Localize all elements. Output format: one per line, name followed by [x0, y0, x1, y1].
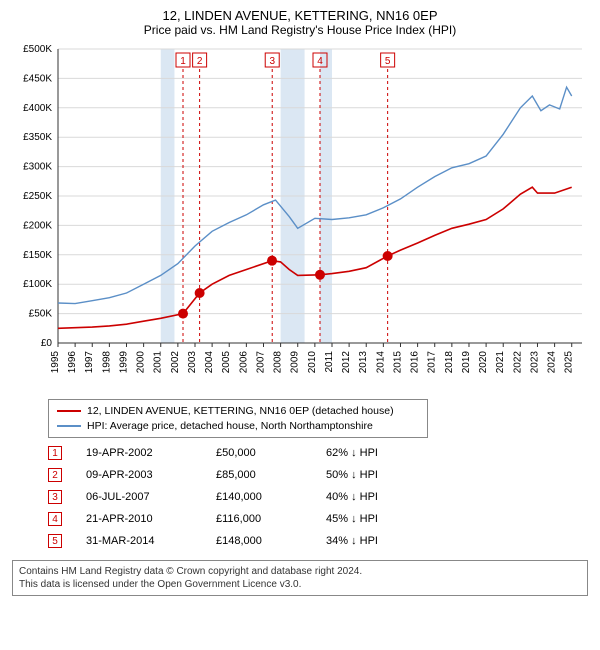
legend-label: 12, LINDEN AVENUE, KETTERING, NN16 0EP (…	[87, 404, 394, 419]
svg-text:2023: 2023	[529, 351, 540, 374]
svg-text:2022: 2022	[512, 351, 523, 374]
svg-text:1995: 1995	[50, 351, 61, 374]
svg-text:£300K: £300K	[23, 162, 52, 173]
event-delta: 45% ↓ HPI	[326, 513, 436, 525]
svg-text:1998: 1998	[101, 351, 112, 374]
svg-text:2013: 2013	[358, 351, 369, 374]
event-delta: 62% ↓ HPI	[326, 447, 436, 459]
svg-text:5: 5	[385, 56, 391, 67]
event-marker: 5	[48, 534, 62, 548]
svg-text:2015: 2015	[392, 351, 403, 374]
svg-text:£400K: £400K	[23, 103, 52, 114]
svg-text:2008: 2008	[273, 351, 284, 374]
svg-text:2000: 2000	[136, 351, 147, 374]
footer-attribution: Contains HM Land Registry data © Crown c…	[12, 560, 588, 596]
legend-label: HPI: Average price, detached house, Nort…	[87, 419, 373, 434]
svg-text:2002: 2002	[170, 351, 181, 374]
events-table: 1 19-APR-2002£50,00062% ↓ HPI 2 09-APR-2003…	[48, 442, 588, 552]
event-marker: 2	[48, 468, 62, 482]
svg-text:£150K: £150K	[23, 250, 52, 261]
svg-text:2012: 2012	[341, 351, 352, 374]
svg-text:£450K: £450K	[23, 73, 52, 84]
svg-text:£250K: £250K	[23, 191, 52, 202]
chart-subtitle: Price paid vs. HM Land Registry's House …	[12, 23, 588, 37]
event-marker: 1	[48, 446, 62, 460]
event-row: 3 06-JUL-2007£140,00040% ↓ HPI	[48, 486, 588, 508]
legend-item: HPI: Average price, detached house, Nort…	[57, 419, 419, 434]
svg-text:4: 4	[317, 56, 323, 67]
event-date: 31-MAR-2014	[86, 535, 216, 547]
event-marker: 4	[48, 512, 62, 526]
event-row: 2 09-APR-2003£85,00050% ↓ HPI	[48, 464, 588, 486]
event-row: 4 21-APR-2010£116,00045% ↓ HPI	[48, 508, 588, 530]
svg-text:2018: 2018	[444, 351, 455, 374]
svg-text:2004: 2004	[204, 351, 215, 374]
svg-text:2006: 2006	[238, 351, 249, 374]
svg-text:1996: 1996	[67, 351, 78, 374]
svg-text:2003: 2003	[187, 351, 198, 374]
svg-text:2016: 2016	[410, 351, 421, 374]
svg-text:2: 2	[197, 56, 203, 67]
event-price: £140,000	[216, 491, 326, 503]
event-date: 19-APR-2002	[86, 447, 216, 459]
svg-text:2007: 2007	[255, 351, 266, 374]
event-date: 21-APR-2010	[86, 513, 216, 525]
chart-title: 12, LINDEN AVENUE, KETTERING, NN16 0EP	[12, 8, 588, 23]
event-price: £116,000	[216, 513, 326, 525]
svg-text:£500K: £500K	[23, 44, 52, 55]
svg-text:2019: 2019	[461, 351, 472, 374]
legend-item: 12, LINDEN AVENUE, KETTERING, NN16 0EP (…	[57, 404, 419, 419]
svg-text:2001: 2001	[153, 351, 164, 374]
event-price: £148,000	[216, 535, 326, 547]
svg-text:2021: 2021	[495, 351, 506, 374]
chart-svg: £0 £50K £100K £150K £200K £250K £300K £350K £400…	[12, 43, 588, 393]
event-delta: 50% ↓ HPI	[326, 469, 436, 481]
svg-text:2009: 2009	[290, 351, 301, 374]
svg-text:2014: 2014	[375, 351, 386, 374]
svg-text:1: 1	[180, 56, 186, 67]
svg-text:2005: 2005	[221, 351, 232, 374]
event-date: 06-JUL-2007	[86, 491, 216, 503]
svg-text:£200K: £200K	[23, 220, 52, 231]
legend-swatch	[57, 410, 81, 412]
svg-text:£100K: £100K	[23, 279, 52, 290]
svg-text:2011: 2011	[324, 351, 335, 373]
svg-text:1999: 1999	[118, 351, 129, 374]
svg-text:3: 3	[269, 56, 275, 67]
svg-text:2025: 2025	[564, 351, 575, 374]
svg-text:2017: 2017	[427, 351, 438, 374]
footer-line-2: This data is licensed under the Open Gov…	[19, 578, 581, 591]
event-date: 09-APR-2003	[86, 469, 216, 481]
svg-text:£50K: £50K	[29, 309, 53, 320]
legend-swatch	[57, 425, 81, 427]
event-delta: 40% ↓ HPI	[326, 491, 436, 503]
svg-text:2020: 2020	[478, 351, 489, 374]
footer-line-1: Contains HM Land Registry data © Crown c…	[19, 565, 581, 578]
event-price: £85,000	[216, 469, 326, 481]
event-row: 1 19-APR-2002£50,00062% ↓ HPI	[48, 442, 588, 464]
event-marker: 3	[48, 490, 62, 504]
svg-text:2024: 2024	[547, 351, 558, 374]
svg-text:2010: 2010	[307, 351, 318, 374]
svg-text:£350K: £350K	[23, 132, 52, 143]
event-price: £50,000	[216, 447, 326, 459]
legend: 12, LINDEN AVENUE, KETTERING, NN16 0EP (…	[48, 399, 428, 438]
svg-text:1997: 1997	[84, 351, 95, 374]
event-delta: 34% ↓ HPI	[326, 535, 436, 547]
price-chart: £0 £50K £100K £150K £200K £250K £300K £350K £400…	[12, 43, 588, 393]
event-row: 5 31-MAR-2014£148,00034% ↓ HPI	[48, 530, 588, 552]
svg-text:£0: £0	[41, 338, 53, 349]
